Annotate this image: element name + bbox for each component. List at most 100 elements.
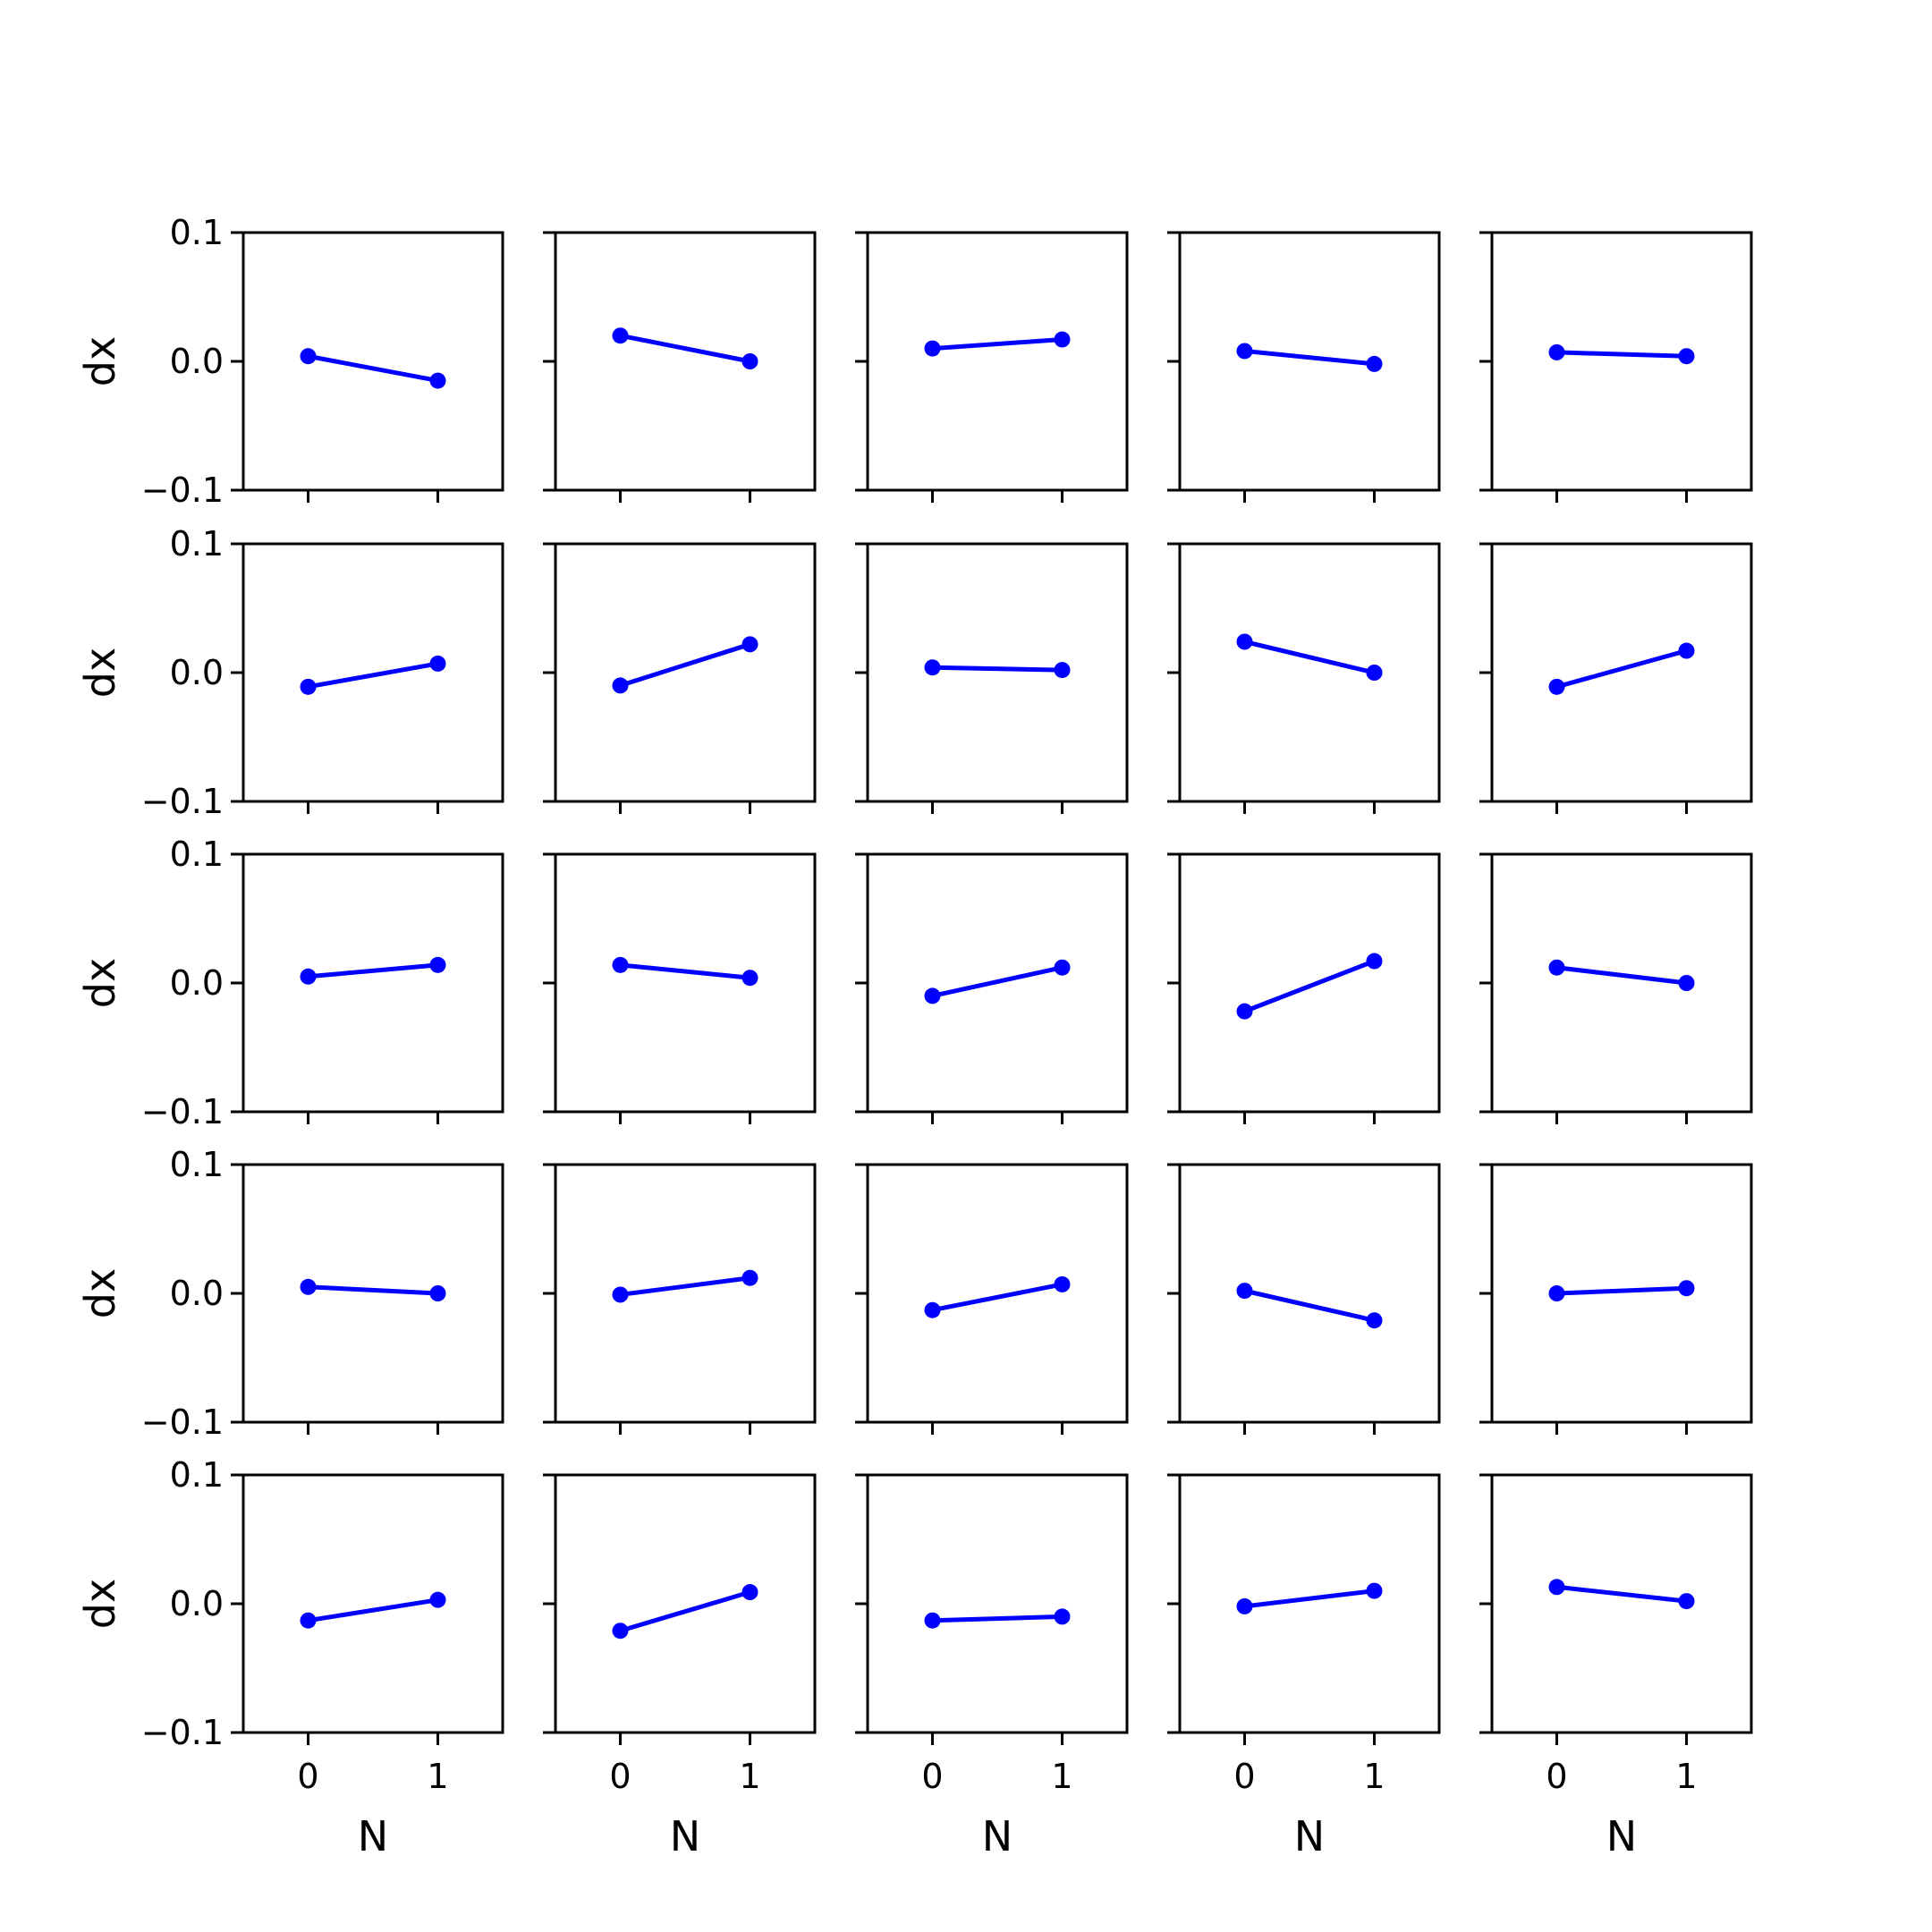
data-point <box>1548 678 1565 695</box>
y-axis-label: dx <box>76 336 124 386</box>
subplot-r3-c4 <box>1479 1163 1753 1435</box>
series-line <box>930 965 1064 998</box>
series-line <box>618 1275 752 1297</box>
data-point <box>1236 1003 1253 1020</box>
data-point <box>1054 1608 1071 1625</box>
data-point <box>1236 343 1253 360</box>
plot-frame <box>866 542 1129 803</box>
plot-frame <box>1178 852 1441 1114</box>
x-tick-label: 1 <box>1051 1757 1072 1796</box>
series-line <box>1242 1288 1377 1323</box>
data-point <box>1236 633 1253 650</box>
data-point <box>1548 1579 1565 1596</box>
plot-frame <box>242 542 504 803</box>
data-point <box>300 1278 317 1295</box>
plot-frame <box>1490 542 1753 803</box>
y-tick-label: 0.0 <box>170 342 224 381</box>
plot-frame <box>554 542 817 803</box>
data-point <box>1236 1597 1253 1614</box>
y-tick-label: 0.1 <box>170 1145 224 1184</box>
y-tick-label: −0.1 <box>141 1092 224 1131</box>
y-axis-label: dx <box>76 648 124 698</box>
y-tick-label: −0.1 <box>141 1402 224 1442</box>
data-point <box>429 956 446 973</box>
data-point <box>1366 953 1383 970</box>
subplot-r4-c0: −0.1 0.0 0.1 0 1 dx N <box>76 1455 504 1860</box>
y-tick-label: 0.1 <box>170 1455 224 1495</box>
data-point <box>1548 959 1565 976</box>
data-point <box>612 956 629 973</box>
x-axis-label: N <box>982 1812 1013 1860</box>
x-tick-label: 1 <box>427 1757 448 1796</box>
subplot-r1-c4 <box>1479 542 1753 814</box>
series-line <box>1242 639 1377 675</box>
data-point <box>429 372 446 389</box>
series-line <box>1555 648 1689 690</box>
data-point <box>924 1612 941 1629</box>
data-point <box>612 327 629 344</box>
series-line <box>930 1282 1064 1313</box>
plot-frame <box>554 852 817 1114</box>
subplot-r2-c2 <box>855 852 1129 1124</box>
data-point <box>1054 662 1071 679</box>
plot-frame <box>554 1163 817 1424</box>
x-axis-label: N <box>1294 1812 1325 1860</box>
plot-frame <box>554 231 817 492</box>
series-line <box>1555 350 1689 359</box>
subplot-r0-c1 <box>543 231 817 503</box>
data-point <box>300 1612 317 1629</box>
subplot-r3-c3 <box>1167 1163 1441 1435</box>
subplot-r3-c2 <box>855 1163 1129 1435</box>
x-tick-label: 1 <box>739 1757 760 1796</box>
plot-frame <box>1490 231 1753 492</box>
data-point <box>741 636 758 653</box>
subplot-r0-c4 <box>1479 231 1753 503</box>
series-line <box>930 337 1064 352</box>
x-tick-label: 0 <box>921 1757 943 1796</box>
series-line <box>618 333 752 364</box>
plot-frame <box>1490 1163 1753 1424</box>
subplot-r0-c0: −0.1 0.0 0.1 dx <box>76 213 504 510</box>
y-axis-label: dx <box>76 1579 124 1629</box>
plot-frame <box>242 852 504 1114</box>
plot-frame <box>1490 1473 1753 1734</box>
series-line <box>618 962 752 980</box>
plot-frame <box>866 1473 1129 1734</box>
series-line <box>306 661 440 690</box>
data-point <box>1236 1283 1253 1300</box>
plot-frame <box>1178 1163 1441 1424</box>
x-tick-label: 0 <box>1233 1757 1255 1796</box>
x-tick-label: 0 <box>609 1757 631 1796</box>
y-tick-label: 0.1 <box>170 213 224 252</box>
data-point <box>1548 1285 1565 1301</box>
y-tick-label: 0.0 <box>170 653 224 692</box>
data-point <box>741 1584 758 1601</box>
data-point <box>612 1286 629 1303</box>
series-line <box>1555 965 1689 986</box>
series-line <box>1242 1589 1377 1609</box>
data-point <box>1054 1275 1071 1292</box>
subplot-r2-c0: −0.1 0.0 0.1 dx <box>76 835 504 1131</box>
data-point <box>924 1301 941 1318</box>
y-tick-label: 0.0 <box>170 963 224 1003</box>
plot-frame <box>242 231 504 492</box>
data-point <box>612 677 629 694</box>
data-point <box>1366 355 1383 372</box>
series-line <box>1242 348 1377 367</box>
data-point <box>612 1623 629 1640</box>
x-axis-label: N <box>670 1812 700 1860</box>
series-line <box>306 1284 440 1296</box>
subplot-r2-c3 <box>1167 852 1441 1124</box>
x-axis-label: N <box>1606 1812 1637 1860</box>
subplot-r4-c3: 0 1N <box>1167 1473 1441 1860</box>
series-line <box>306 1597 440 1623</box>
y-tick-label: −0.1 <box>141 782 224 821</box>
y-tick-label: 0.1 <box>170 835 224 874</box>
subplot-r4-c1: 0 1N <box>543 1473 817 1860</box>
data-point <box>300 678 317 695</box>
data-point <box>300 968 317 985</box>
data-point <box>1678 348 1695 365</box>
plot-frame <box>242 1163 504 1424</box>
plot-frame <box>1490 852 1753 1114</box>
data-point <box>429 1285 446 1301</box>
